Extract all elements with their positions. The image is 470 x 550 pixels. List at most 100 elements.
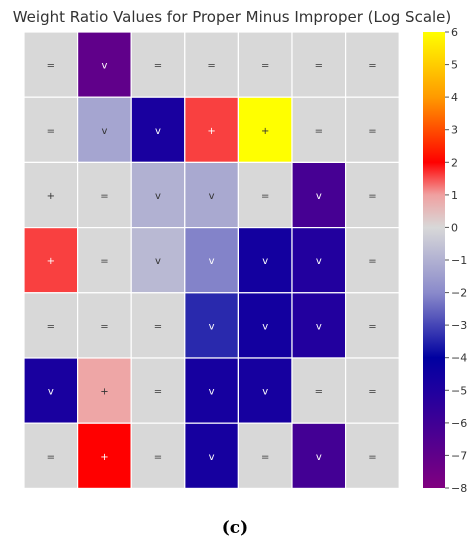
heatmap-cell xyxy=(345,227,400,294)
cell-label: + xyxy=(100,452,108,463)
heatmap-cell xyxy=(291,422,347,490)
heatmap-cell xyxy=(23,96,79,163)
colorbar-tick-label: −7 xyxy=(451,449,467,462)
cell-label: v xyxy=(316,191,322,202)
cell-label: = xyxy=(207,61,215,72)
heatmap-cell xyxy=(345,422,400,490)
cell-label: = xyxy=(47,61,55,72)
cell-label: = xyxy=(154,321,162,332)
cell-label: = xyxy=(368,61,376,72)
cell-label: = xyxy=(100,191,108,202)
colorbar-tick-label: −2 xyxy=(451,287,467,300)
cell-label: = xyxy=(154,61,162,72)
heatmap-cell xyxy=(345,357,400,424)
cell-label: = xyxy=(368,321,376,332)
heatmap-cell xyxy=(23,292,79,359)
cell-label: v xyxy=(262,387,268,398)
heatmap-cell xyxy=(130,161,186,229)
cell-label: v xyxy=(316,321,322,332)
cell-label: + xyxy=(100,387,108,398)
colorbar-tick-label: 5 xyxy=(451,59,458,72)
colorbar-ticks: 6 5 4 3 2 1 0 −1 −2 −3 −4 −5 −6 −7 −8 xyxy=(445,26,467,495)
heatmap-cell xyxy=(237,161,293,229)
colorbar-tick-label: 1 xyxy=(451,189,458,202)
cell-label: + xyxy=(261,126,269,137)
cell-label: = xyxy=(100,321,108,332)
heatmap-cell xyxy=(23,357,79,424)
cell-label: v xyxy=(209,256,215,267)
cell-label: v xyxy=(316,256,322,267)
colorbar-tick-label: 4 xyxy=(451,91,458,104)
colorbar-tick-label: −6 xyxy=(451,417,467,430)
cell-label: v xyxy=(209,191,215,202)
heatmap-cell xyxy=(130,292,186,359)
heatmap-cell xyxy=(130,96,186,163)
cell-label: = xyxy=(47,452,55,463)
cell-label: = xyxy=(261,61,269,72)
heatmap-cell xyxy=(23,422,79,490)
heatmap-cell xyxy=(76,31,132,98)
cell-label: v xyxy=(101,126,107,137)
cell-label: v xyxy=(209,387,215,398)
cell-label: = xyxy=(154,387,162,398)
heatmap-cell xyxy=(345,161,400,229)
colorbar-tick-label: 6 xyxy=(451,26,458,39)
cell-label: = xyxy=(261,452,269,463)
colorbar-tick-label: 3 xyxy=(451,124,458,137)
cell-label: = xyxy=(368,191,376,202)
cell-label: = xyxy=(315,126,323,137)
heatmap-cell xyxy=(345,96,400,163)
heatmap-cell xyxy=(76,161,132,229)
cell-label: = xyxy=(315,387,323,398)
cell-label: = xyxy=(315,61,323,72)
heatmap-cell xyxy=(130,422,186,490)
cell-label: + xyxy=(207,126,215,137)
colorbar-tick-label: −3 xyxy=(451,319,467,332)
cell-label: + xyxy=(47,256,55,267)
cell-label: = xyxy=(261,191,269,202)
cell-label: v xyxy=(101,61,107,72)
heatmap-cell xyxy=(237,96,293,163)
cell-label: v xyxy=(209,452,215,463)
colorbar-tick-label: −4 xyxy=(451,352,467,365)
heatmap-cell xyxy=(76,357,132,424)
colorbar xyxy=(423,32,445,488)
cell-label: = xyxy=(47,321,55,332)
cell-label: v xyxy=(155,191,161,202)
colorbar-tick-label: −1 xyxy=(451,254,467,267)
heatmap-cell xyxy=(184,161,240,229)
cell-label: v xyxy=(316,452,322,463)
heatmap-cell xyxy=(237,422,293,490)
heatmap-cell xyxy=(291,227,347,294)
heatmap-cell xyxy=(291,161,347,229)
heatmap-cell xyxy=(76,227,132,294)
heatmap-cell xyxy=(130,31,186,98)
cell-label: = xyxy=(100,256,108,267)
cell-label: v xyxy=(155,256,161,267)
heatmap-cells: = v = = = = = = v v + + = = + = v v = v = + = v v v v = = = = v v v = v + = v v… xyxy=(23,31,400,490)
heatmap-cell xyxy=(184,422,240,490)
cell-label: v xyxy=(48,387,54,398)
colorbar-tick-label: 0 xyxy=(451,221,458,234)
cell-label: v xyxy=(262,321,268,332)
cell-label: = xyxy=(368,387,376,398)
cell-label: v xyxy=(155,126,161,137)
colorbar-tick-label: 2 xyxy=(451,156,458,169)
cell-label: v xyxy=(262,256,268,267)
cell-label: = xyxy=(47,126,55,137)
cell-label: v xyxy=(209,321,215,332)
heatmap-cell xyxy=(23,31,79,98)
colorbar-tick-label: −8 xyxy=(451,482,467,495)
cell-label: + xyxy=(47,191,55,202)
cell-label: = xyxy=(368,256,376,267)
colorbar-tick-label: −5 xyxy=(451,384,467,397)
heatmap-cell xyxy=(23,227,79,294)
heatmap-cell xyxy=(237,357,293,424)
cell-label: = xyxy=(154,452,162,463)
cell-label: = xyxy=(368,452,376,463)
chart-title: Weight Ratio Values for Proper Minus Imp… xyxy=(13,8,452,26)
cell-label: = xyxy=(368,126,376,137)
figure-caption: (c) xyxy=(221,518,249,538)
heatmap-cell xyxy=(184,357,240,424)
